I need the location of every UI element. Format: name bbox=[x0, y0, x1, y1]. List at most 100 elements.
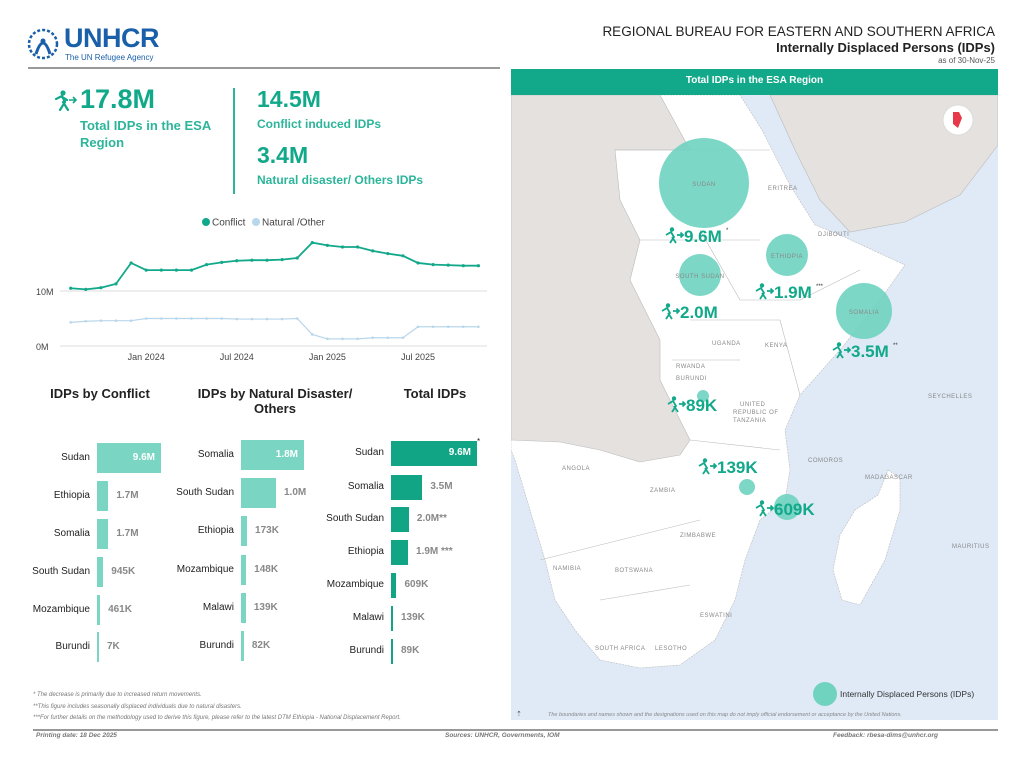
conflict-idps-label: Conflict induced IDPs bbox=[257, 117, 382, 131]
bar bbox=[97, 632, 99, 662]
bar bbox=[241, 593, 246, 623]
idp-bubble[interactable] bbox=[774, 494, 800, 520]
map-legend-bubble bbox=[813, 682, 837, 706]
sources: Sources: UNHCR, Governments, IOM bbox=[445, 732, 560, 739]
data-point bbox=[235, 259, 239, 263]
bar-category-label: Burundi bbox=[199, 640, 234, 651]
x-tick-label: Jan 2024 bbox=[128, 352, 165, 362]
bar-value-label: 148K bbox=[254, 564, 279, 575]
idp-bubble[interactable] bbox=[766, 234, 808, 276]
bar-value-label: 1.8M bbox=[275, 449, 298, 460]
bar-value-label: 461K bbox=[108, 604, 132, 615]
bar-value-label: 2.0M** bbox=[416, 513, 447, 524]
bureau-title: REGIONAL BUREAU FOR EASTERN AND SOUTHERN… bbox=[602, 24, 995, 39]
logo-tagline: The UN Refugee Agency bbox=[65, 53, 154, 62]
bubble-country-label: ETHIOPIA bbox=[771, 254, 803, 260]
data-point bbox=[431, 325, 435, 329]
data-point bbox=[99, 319, 103, 322]
country-label: NAMIBIA bbox=[553, 566, 581, 572]
logo-name: UNHCR bbox=[64, 23, 160, 53]
country-label: TANZANIA bbox=[733, 418, 766, 424]
bar-value-label: 82K bbox=[251, 640, 271, 651]
data-point bbox=[205, 263, 209, 267]
displaced-person-icon bbox=[698, 458, 718, 475]
series-line-natural bbox=[70, 317, 479, 340]
data-point bbox=[114, 282, 118, 286]
data-point bbox=[356, 245, 360, 249]
data-point bbox=[371, 336, 375, 340]
bar-value-label: 173K bbox=[255, 525, 279, 536]
bar bbox=[391, 572, 397, 598]
natural-idps-value: 3.4M bbox=[257, 142, 309, 168]
bar-value-label: 139K bbox=[401, 612, 425, 623]
bar-category-label: Sudan bbox=[61, 452, 90, 463]
bar-value-label: 89K bbox=[401, 645, 420, 656]
data-point bbox=[295, 256, 299, 260]
displaced-person-icon bbox=[755, 283, 775, 300]
bar bbox=[241, 478, 276, 508]
idp-bubble[interactable] bbox=[697, 390, 709, 402]
country-label: MAURITIUS bbox=[952, 544, 990, 550]
bar-category-label: Malawi bbox=[202, 602, 234, 613]
bar-category-label: Somalia bbox=[53, 528, 90, 539]
idp-bubble[interactable] bbox=[679, 254, 721, 296]
footnote-1: * The decrease is primarily due to incre… bbox=[33, 692, 202, 698]
bar-category-label: Ethiopia bbox=[347, 546, 384, 557]
data-point bbox=[159, 268, 163, 272]
data-point bbox=[144, 317, 148, 320]
data-point bbox=[69, 321, 72, 324]
country-label: REPUBLIC OF bbox=[733, 410, 779, 416]
esa-region-map[interactable]: ERITREA DJIBOUTI UGANDA KENYA RWANDA BURUNDI U… bbox=[511, 95, 998, 720]
unhcr-emblem-icon bbox=[27, 28, 59, 60]
bar bbox=[391, 539, 409, 565]
bar bbox=[391, 506, 409, 532]
data-point bbox=[416, 261, 420, 265]
arabia-land bbox=[769, 95, 998, 233]
footnote-2: **This figure includes seasonally displa… bbox=[33, 704, 242, 710]
data-point bbox=[129, 319, 133, 322]
displaced-person-icon bbox=[755, 500, 775, 517]
bar bbox=[97, 443, 161, 473]
country-label: BURUNDI bbox=[676, 376, 707, 382]
total-idps-value: 17.8M bbox=[80, 84, 156, 114]
bar-category-label: Somalia bbox=[197, 449, 234, 460]
country-label: ESWATINI bbox=[700, 613, 732, 619]
bar-category-label: Burundi bbox=[349, 645, 384, 656]
bubble-value-label: 89K bbox=[686, 396, 718, 415]
data-point bbox=[295, 317, 299, 320]
total-chart-title: Total IDPs bbox=[403, 386, 467, 401]
data-point bbox=[99, 286, 103, 290]
displaced-person-icon bbox=[667, 396, 687, 413]
bar-category-label: Burundi bbox=[55, 641, 90, 652]
data-point bbox=[160, 317, 163, 320]
bar-category-label: Sudan bbox=[355, 447, 384, 458]
legend-natural-label: Natural /Other bbox=[262, 218, 325, 229]
as-of-date: as of 30-Nov-25 bbox=[938, 56, 995, 65]
country-label: BOTSWANA bbox=[615, 568, 653, 574]
bubble-value-label: 2.0M bbox=[680, 303, 718, 322]
idp-bubble[interactable] bbox=[836, 283, 892, 339]
country-label: UNITED bbox=[740, 402, 766, 408]
country-label: KENYA bbox=[765, 343, 787, 349]
data-point bbox=[144, 268, 148, 272]
idp-bubble[interactable] bbox=[659, 138, 749, 228]
data-point bbox=[84, 319, 88, 323]
bar-value-label: 1.9M *** bbox=[416, 546, 453, 557]
displaced-person-icon bbox=[661, 303, 681, 320]
data-point bbox=[386, 336, 390, 340]
displaced-person-icon bbox=[665, 227, 685, 244]
bar bbox=[391, 605, 393, 631]
legend-conflict-swatch bbox=[202, 218, 210, 226]
data-point bbox=[477, 325, 480, 329]
data-point bbox=[431, 263, 435, 267]
bar bbox=[391, 440, 477, 466]
data-point bbox=[250, 258, 254, 262]
data-point bbox=[311, 333, 314, 336]
data-point bbox=[69, 286, 73, 290]
country-label: ZIMBABWE bbox=[680, 533, 716, 539]
data-point bbox=[386, 252, 390, 256]
bar-footnote-marker: * bbox=[477, 437, 481, 446]
data-point bbox=[174, 268, 178, 272]
data-point bbox=[340, 245, 345, 249]
idp-bubble[interactable] bbox=[739, 479, 755, 495]
